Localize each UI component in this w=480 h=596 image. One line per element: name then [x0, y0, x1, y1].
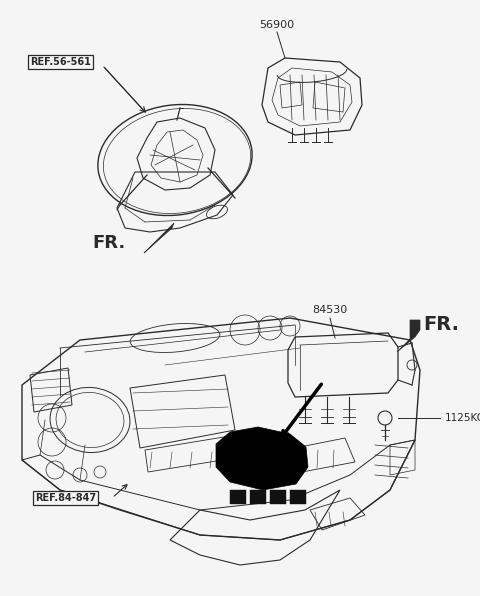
Polygon shape	[397, 320, 420, 352]
Polygon shape	[144, 223, 174, 253]
Polygon shape	[250, 490, 266, 504]
Polygon shape	[290, 490, 306, 504]
Text: 84530: 84530	[312, 305, 348, 315]
Text: 1125KC: 1125KC	[445, 413, 480, 423]
Polygon shape	[270, 490, 286, 504]
Text: REF.56-561: REF.56-561	[30, 57, 91, 67]
Polygon shape	[230, 490, 246, 504]
Text: 56900: 56900	[259, 20, 295, 30]
Text: REF.84-847: REF.84-847	[35, 493, 96, 503]
Polygon shape	[216, 427, 308, 490]
Text: FR.: FR.	[92, 234, 125, 252]
Text: FR.: FR.	[423, 315, 459, 334]
